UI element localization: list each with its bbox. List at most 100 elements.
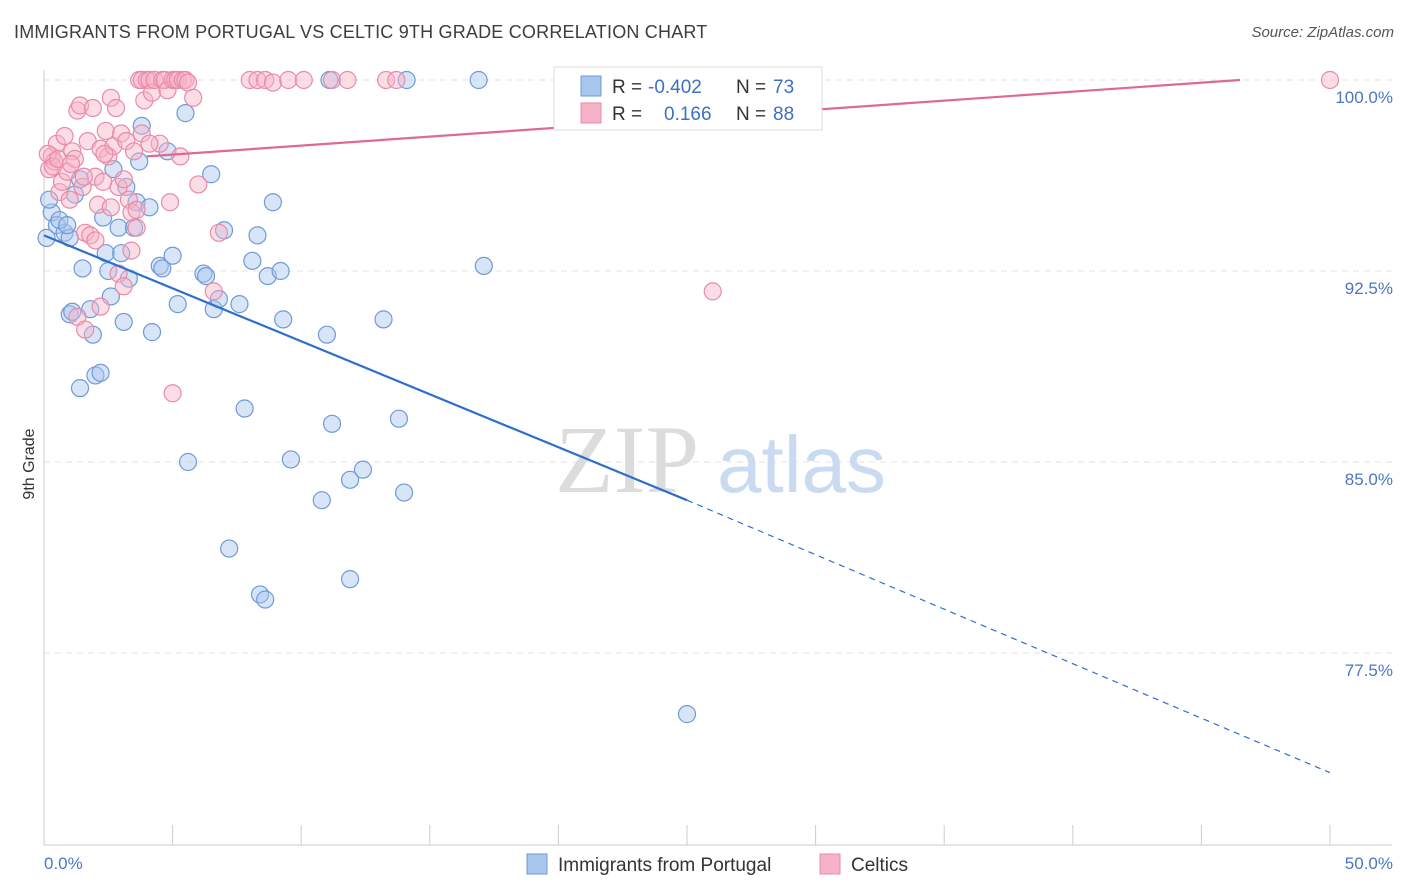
legend-r-label-celtics: R = [612,104,642,125]
x-tick-labels: 0.0% 50.0% [44,854,1393,873]
celtics-point-67 [387,70,406,90]
chart-title: IMMIGRANTS FROM PORTUGAL VS CELTIC 9TH G… [14,22,708,42]
portugal-point-68 [677,705,697,724]
portugal-point-46 [243,251,262,270]
celtics-point-75 [122,241,141,260]
portugal-point-37 [194,264,213,283]
portugal-point-72 [58,216,77,235]
portugal-point-59 [340,570,360,589]
celtics-point-57 [204,282,223,301]
portugal-point-42 [214,221,234,240]
celtics-point-78 [140,134,159,153]
celtics-point-64 [322,70,342,90]
portugal-point-6 [73,259,92,278]
y-tick-label-0: 77.5% [1345,661,1393,680]
portugal-point-13 [70,379,90,398]
celtics-point-66 [376,70,396,90]
portugal-point-45 [235,399,254,418]
legend-r-value-celtics: 0.166 [664,104,712,125]
portugal-point-35 [176,104,195,123]
portugal-point-49 [256,590,275,609]
portugal-point-56 [317,325,337,344]
celtics-point-71 [91,297,110,316]
celtics-point-61 [263,73,283,92]
portugal-point-8 [63,302,82,321]
watermark-atlas: atlas [717,420,886,509]
celtics-point-59 [248,70,267,90]
celtics-point-42 [150,134,169,153]
celtics-point-72 [101,198,120,217]
portugal-point-1 [47,216,66,235]
celtics-point-3 [47,134,66,153]
x-tick-label-1: 50.0% [1345,854,1393,873]
legend-series: Immigrants from Portugal Celtics [526,853,908,876]
portugal-point-60 [353,460,373,479]
celtics-point-14 [76,223,95,242]
portugal-point-26 [132,116,151,135]
celtics-point-16 [81,226,100,245]
portugal-point-33 [163,246,182,265]
celtics-point-84 [61,154,81,174]
watermark: ZIP atlas [555,406,886,513]
celtics-point-63 [294,70,313,90]
celtics-point-11 [68,101,87,120]
source-attribution: Source: ZipAtlas.com [1251,24,1394,41]
portugal-point-62 [389,409,409,428]
legend-n-label-portugal: N = [736,77,766,98]
portugal-point-22 [114,312,133,332]
portugal-point-51 [263,193,283,212]
portugal-point-29 [142,323,162,342]
portugal-point-44 [230,295,249,314]
legend-label-celtics: Celtics [851,855,908,876]
portugal-point-54 [281,450,301,469]
legend-swatch-celtics-bottom [819,853,841,875]
legend-swatch-immigrants-from-portugal [526,853,548,875]
portugal-point-39 [202,165,221,184]
celtics-point-41 [145,70,164,90]
portugal-point-65 [397,70,416,90]
portugal-point-36 [178,452,198,472]
portugal-point-43 [220,539,239,558]
celtics-point-58 [240,70,259,90]
portugal-point-58 [340,470,360,489]
celtics-point-55 [189,175,208,194]
portugal-point-57 [322,414,342,433]
celtics-point-79 [163,384,182,403]
portugal-point-38 [196,266,216,286]
celtics-point-22 [96,121,115,141]
portugal-point-53 [274,310,293,329]
portugal-point-52 [271,261,290,281]
celtics-point-85 [74,167,93,186]
celtics-point-29 [114,170,133,189]
celtics-point-52 [176,70,195,90]
series-celtics [38,70,1340,403]
axes [43,70,1392,846]
celtics-point-36 [132,70,151,90]
portugal-point-55 [312,491,331,510]
legend-r-label-portugal: R = [612,77,642,98]
celtics-point-70 [86,231,105,250]
portugal-point-70 [40,190,59,209]
celtics-point-56 [209,223,228,242]
celtics-point-77 [132,124,151,143]
celtics-point-26 [106,98,126,118]
legend-stats: R = -0.402 N = 73 R = 0.166 N = 88 [553,66,823,131]
celtics-point-74 [114,277,133,296]
portugal-point-66 [469,70,488,90]
y-tick-label-2: 92.5% [1345,279,1393,298]
celtics-point-34 [127,200,146,219]
portugal-point-31 [153,259,172,278]
legend-n-value-celtics: 88 [773,104,794,125]
celtics-point-6 [55,126,74,146]
celtics-point-65 [338,70,357,90]
portugal-point-12 [91,363,110,382]
celtics-point-46 [160,193,180,212]
y-axis-label: 9th Grade [21,428,38,499]
celtics-point-76 [127,218,146,237]
celtics-point-30 [117,132,136,151]
portugal-point-47 [248,226,267,245]
series-immigrants-from-portugal [37,70,697,724]
y-tick-label-1: 85.0% [1345,470,1393,489]
celtics-point-87 [1320,70,1340,90]
celtics-point-62 [279,70,298,90]
